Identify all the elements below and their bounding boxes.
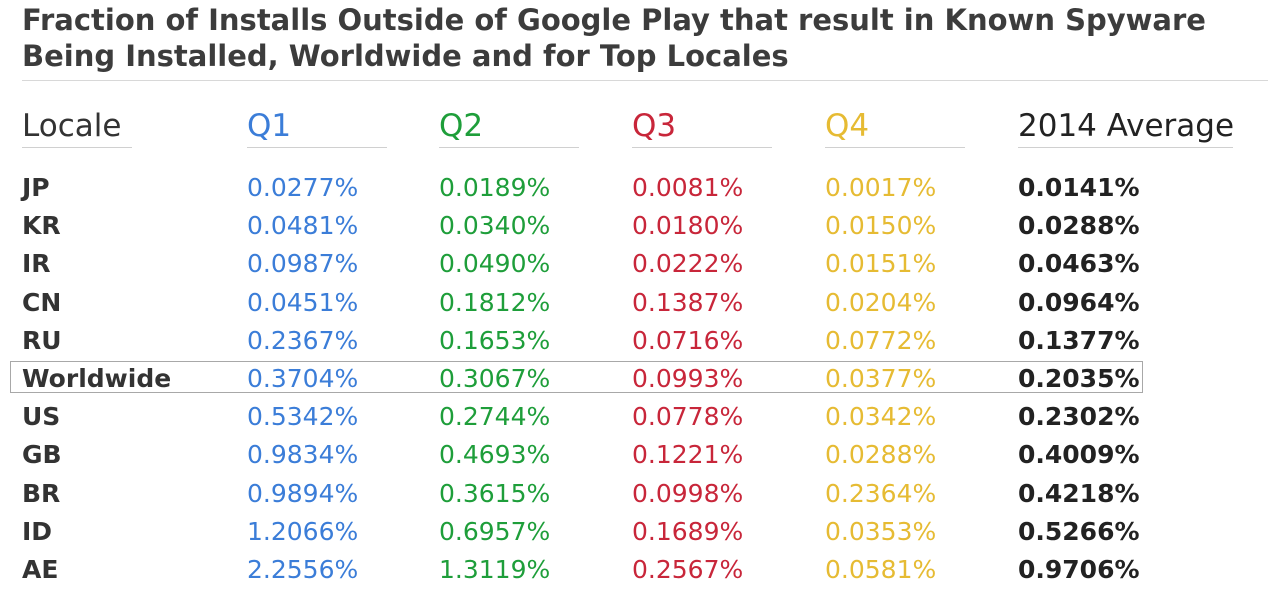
value-cell-q3: 0.0716% — [632, 325, 744, 355]
table-row: US 0.5342% 0.2744% 0.0778% 0.0342% 0.2302% — [0, 398, 1280, 436]
value-cell-q4: 0.0150% — [825, 211, 937, 241]
value-cell-q1: 0.2367% — [247, 325, 359, 355]
value-cell-q1: 2.2556% — [247, 555, 359, 584]
value-cell-q3: 0.0998% — [632, 478, 744, 508]
table-row: GB 0.9834% 0.4693% 0.1221% 0.0288% 0.4009% — [0, 436, 1280, 474]
locale-cell: KR — [22, 211, 61, 241]
value-cell-q1: 0.5342% — [247, 402, 359, 432]
value-cell-q2: 1.3119% — [439, 555, 551, 584]
chart-title: Fraction of Installs Outside of Google P… — [22, 3, 1206, 73]
value-cell-q3: 0.1689% — [632, 516, 744, 546]
table-row: Worldwide 0.3704% 0.3067% 0.0993% 0.0377% 0.2… — [0, 360, 1280, 398]
value-cell-q2: 0.4693% — [439, 440, 551, 470]
table-row: KR 0.0481% 0.0340% 0.0180% 0.0150% 0.0288% — [0, 207, 1280, 245]
value-cell-q4: 0.0288% — [825, 440, 937, 470]
locale-cell: AE — [22, 555, 59, 584]
value-cell-2014-average: 0.1377% — [1018, 325, 1140, 355]
value-cell-q3: 0.1221% — [632, 440, 744, 470]
value-cell-2014-average: 0.2302% — [1018, 402, 1140, 432]
value-cell-q2: 0.6957% — [439, 516, 551, 546]
value-cell-q4: 0.0377% — [825, 364, 937, 393]
locale-cell: GB — [22, 440, 62, 470]
column-header-locale: Locale — [22, 106, 132, 148]
value-cell-q4: 0.0581% — [825, 555, 937, 584]
value-cell-q2: 0.2744% — [439, 402, 551, 432]
locale-cell: Worldwide — [22, 364, 172, 393]
title-divider — [22, 80, 1268, 81]
value-cell-q4: 0.0204% — [825, 287, 937, 317]
value-cell-q2: 0.1812% — [439, 287, 551, 317]
value-cell-2014-average: 0.0463% — [1018, 249, 1140, 279]
value-cell-q1: 0.0277% — [247, 173, 359, 202]
value-cell-q4: 0.0353% — [825, 516, 937, 546]
value-cell-q2: 0.3615% — [439, 478, 551, 508]
locale-cell: RU — [22, 325, 62, 355]
value-cell-q2: 0.0189% — [439, 173, 551, 202]
locale-cell: CN — [22, 287, 62, 317]
value-cell-2014-average: 0.5266% — [1018, 516, 1140, 546]
value-cell-2014-average: 0.0964% — [1018, 287, 1140, 317]
value-cell-2014-average: 0.4218% — [1018, 478, 1140, 508]
value-cell-2014-average: 0.0141% — [1018, 173, 1140, 202]
table-row: JP 0.0277% 0.0189% 0.0081% 0.0017% 0.0141% — [0, 169, 1280, 207]
value-cell-q2: 0.0340% — [439, 211, 551, 241]
value-cell-2014-average: 0.0288% — [1018, 211, 1140, 241]
table-row: IR 0.0987% 0.0490% 0.0222% 0.0151% 0.0463% — [0, 245, 1280, 283]
value-cell-2014-average: 0.9706% — [1018, 555, 1140, 584]
locale-cell: IR — [22, 249, 51, 279]
column-header-q4: Q4 — [825, 106, 965, 148]
value-cell-q1: 0.0481% — [247, 211, 359, 241]
value-cell-q3: 0.0778% — [632, 402, 744, 432]
value-cell-q2: 0.1653% — [439, 325, 551, 355]
value-cell-q1: 0.3704% — [247, 364, 359, 393]
table-row: BR 0.9894% 0.3615% 0.0998% 0.2364% 0.4218% — [0, 475, 1280, 513]
value-cell-2014-average: 0.4009% — [1018, 440, 1140, 470]
value-cell-q3: 0.2567% — [632, 555, 744, 584]
value-cell-q4: 0.0151% — [825, 249, 937, 279]
value-cell-q1: 0.0451% — [247, 287, 359, 317]
locale-cell: US — [22, 402, 61, 432]
value-cell-q1: 0.9894% — [247, 478, 359, 508]
value-cell-q4: 0.0772% — [825, 325, 937, 355]
value-cell-q3: 0.0993% — [632, 364, 744, 393]
value-cell-q2: 0.0490% — [439, 249, 551, 279]
highlighted-row-outline — [10, 361, 1143, 394]
column-header-q1: Q1 — [247, 106, 387, 148]
table-row: RU 0.2367% 0.1653% 0.0716% 0.0772% 0.1377% — [0, 322, 1280, 360]
column-header-q3: Q3 — [632, 106, 772, 148]
column-header-2014-average: 2014 Average — [1018, 106, 1234, 148]
value-cell-q3: 0.0222% — [632, 249, 744, 279]
value-cell-q3: 0.0081% — [632, 173, 744, 202]
value-cell-q2: 0.3067% — [439, 364, 551, 393]
table-row: ID 1.2066% 0.6957% 0.1689% 0.0353% 0.5266% — [0, 513, 1280, 551]
value-cell-q1: 0.9834% — [247, 440, 359, 470]
locale-cell: BR — [22, 478, 61, 508]
table-row: AE 2.2556% 1.3119% 0.2567% 0.0581% 0.9706% — [0, 551, 1280, 589]
table-row: CN 0.0451% 0.1812% 0.1387% 0.0204% 0.0964% — [0, 284, 1280, 322]
value-cell-q3: 0.0180% — [632, 211, 744, 241]
value-cell-q1: 0.0987% — [247, 249, 359, 279]
column-header-q2: Q2 — [439, 106, 579, 148]
locale-cell: ID — [22, 516, 53, 546]
value-cell-2014-average: 0.2035% — [1018, 364, 1140, 393]
value-cell-q1: 1.2066% — [247, 516, 359, 546]
value-cell-q3: 0.1387% — [632, 287, 744, 317]
value-cell-q4: 0.0017% — [825, 173, 937, 202]
value-cell-q4: 0.0342% — [825, 402, 937, 432]
value-cell-q4: 0.2364% — [825, 478, 937, 508]
locale-cell: JP — [22, 173, 50, 202]
